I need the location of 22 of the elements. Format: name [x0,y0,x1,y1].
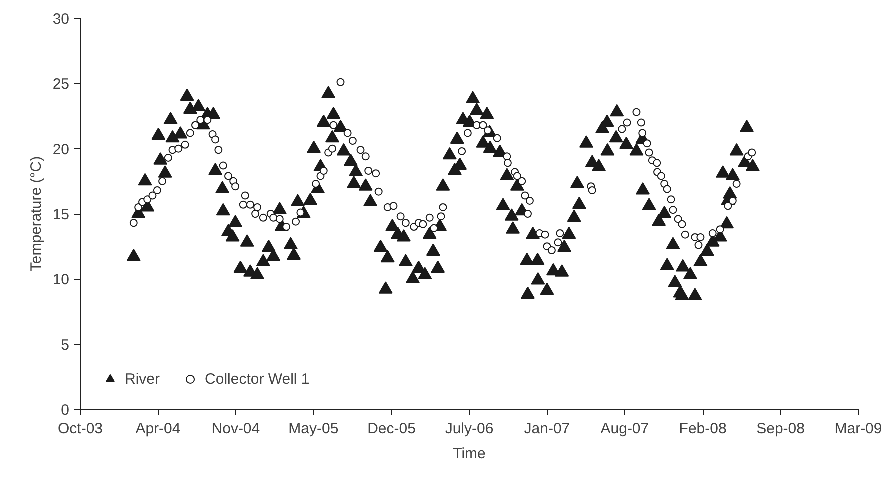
x-tick-label: Apr-04 [136,420,181,438]
x-tick-label: Mar-09 [834,420,882,438]
x-tick-label: Nov-04 [212,420,260,438]
y-tick-label: 5 [61,336,70,354]
x-tick-label: Dec-05 [368,420,416,438]
x-tick-label: Aug-07 [600,420,650,438]
y-tick-label: 25 [52,76,70,94]
y-tick-label: 20 [52,141,70,158]
y-tick-label: 15 [52,206,70,224]
y-tick-label: 0 [61,402,70,419]
x-tick-label: Oct-03 [58,420,104,438]
x-tick-label: Jan-07 [524,420,570,438]
legend-label: Collector Well 1 [205,370,310,388]
x-tick-label: Sep-08 [756,420,805,438]
legend-label: River [125,370,160,388]
x-tick-label: Feb-08 [679,420,727,438]
y-tick-label: 10 [52,272,70,289]
x-tick-label: May-05 [288,420,339,438]
x-axis-title: Time [453,446,486,462]
y-tick-label: 30 [52,11,70,28]
x-tick-label: July-06 [445,420,494,438]
y-axis-title: Temperature (°C) [28,156,45,272]
